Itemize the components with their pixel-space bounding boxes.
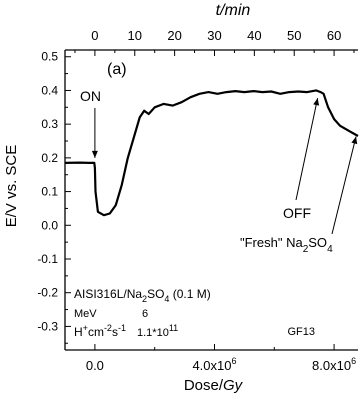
fresh-label: "Fresh" Na2SO4	[240, 235, 333, 255]
off-label: OFF	[283, 205, 311, 221]
y-tick-label: 0.5	[41, 50, 58, 64]
x-tick-label: 8.0x106	[312, 356, 356, 373]
on-label: ON	[80, 88, 101, 104]
y-tick-label: 0.4	[41, 83, 58, 97]
top-tick-label: 20	[167, 28, 181, 43]
legend-line-1-main: AISI316L/Na	[74, 287, 142, 301]
curve-layer	[64, 89, 359, 217]
y-tick-label: 0.3	[41, 117, 58, 131]
legend-cm-sup: -2	[104, 323, 112, 333]
x-tick-label-main: 0.0	[86, 358, 104, 373]
x-tick-label: 4.0x106	[192, 356, 236, 373]
legend-line-1-mid: SO	[147, 287, 164, 301]
top-tick-label: 0	[91, 28, 98, 43]
x-axis-title: Dose/Gy	[184, 377, 244, 394]
legend-value-exp: 11	[169, 323, 178, 333]
legend-line-1-sub1: 2	[142, 294, 147, 304]
fresh-label-main: "Fresh" Na	[240, 235, 303, 250]
legend-line-1: AISI316L/Na2SO4 (0.1 M)	[74, 287, 211, 304]
legend-h: H	[74, 325, 83, 339]
top-tick-label: 50	[287, 28, 301, 43]
fresh-arrow-head	[351, 136, 358, 145]
on-arrow-head	[91, 150, 98, 158]
legend-line-2-label: MeV	[74, 308, 97, 320]
top-tick-label: 30	[207, 28, 221, 43]
annotations	[91, 98, 358, 235]
off-arrow-line	[295, 98, 319, 201]
legend-s: s	[112, 325, 118, 339]
y-tick-label: -0.2	[37, 286, 58, 300]
fresh-label-sub1: 2	[303, 244, 309, 255]
legend-cm: cm	[88, 325, 104, 339]
legend-line-1-sub2: 4	[164, 294, 169, 304]
y-tick-label: -0.3	[37, 319, 58, 333]
legend-value-main: 1.1*10	[137, 327, 169, 339]
top-tick-label: 60	[327, 28, 341, 43]
x-tick-label-main: 4.0x10	[192, 358, 231, 373]
x-tick-label-exp: 6	[351, 356, 356, 366]
potential-curve	[64, 89, 359, 217]
legend-line-1-tail: (0.1 M)	[169, 287, 210, 301]
y-axis-title: E/V vs. SCE	[3, 145, 20, 228]
x-axis-title-main: Dose/	[184, 377, 224, 394]
y-tick-label: 0.0	[41, 218, 58, 232]
y-tick-label: 0.2	[41, 151, 58, 165]
x-tick-label-main: 8.0x10	[312, 358, 351, 373]
y-tick-label: 0.1	[41, 185, 58, 199]
fresh-arrow-line	[331, 136, 357, 235]
legend-line-2-value: 6	[142, 308, 148, 320]
x-tick-label: 0.0	[86, 358, 104, 373]
x-axis-title-unit: Gy	[223, 377, 244, 394]
y-tick-label: -0.1	[37, 252, 58, 266]
top-tick-label: 10	[128, 28, 142, 43]
fresh-label-sub2: 4	[327, 244, 333, 255]
off-arrow-head	[313, 98, 320, 106]
fresh-label-mid: SO	[308, 235, 327, 250]
legend-h-sup: +	[83, 323, 88, 333]
top-tick-label: 40	[247, 28, 261, 43]
legend-line-3-label: H+cm-2s-1	[74, 323, 126, 339]
x-tick-label-exp: 6	[232, 356, 237, 366]
axes	[64, 49, 358, 351]
code-label: GF13	[287, 326, 315, 338]
top-axis-title: t/min	[216, 2, 251, 19]
legend-s-sup: -1	[118, 323, 126, 333]
legend-line-3-value: 1.1*1011	[137, 323, 178, 339]
panel-label: (a)	[107, 61, 127, 78]
